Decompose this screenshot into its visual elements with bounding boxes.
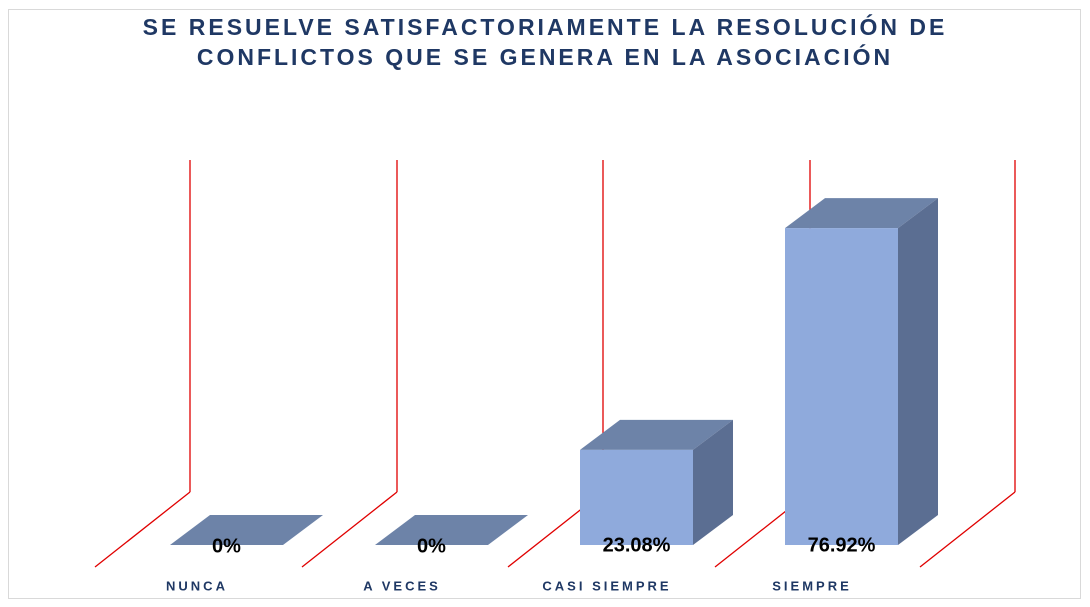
bar-top (785, 198, 938, 229)
bar-side (898, 198, 938, 545)
chart-frame (8, 9, 1081, 599)
bar (785, 228, 898, 545)
chart-title: SE RESUELVE SATISFACTORIAMENTE LA RESOLU… (142, 14, 948, 70)
value-label: 0% (417, 535, 446, 557)
floor-edge (919, 491, 1016, 568)
bar-top (170, 515, 323, 545)
x-tick-label: NUNCA (166, 578, 228, 593)
value-label: 23.08% (603, 534, 671, 556)
floor-edge (94, 491, 191, 568)
x-tick-label: A VECES (363, 578, 441, 593)
floor-edge (301, 491, 398, 568)
bar (580, 449, 693, 545)
x-tick-label: CASI SIEMPRE (542, 578, 671, 593)
value-label: 0% (212, 535, 241, 557)
bar-top (580, 419, 733, 450)
bar-side (693, 419, 733, 545)
bar-top (375, 515, 528, 545)
value-label: 76.92% (808, 534, 876, 556)
x-tick-label: SIEMPRE (772, 578, 852, 593)
